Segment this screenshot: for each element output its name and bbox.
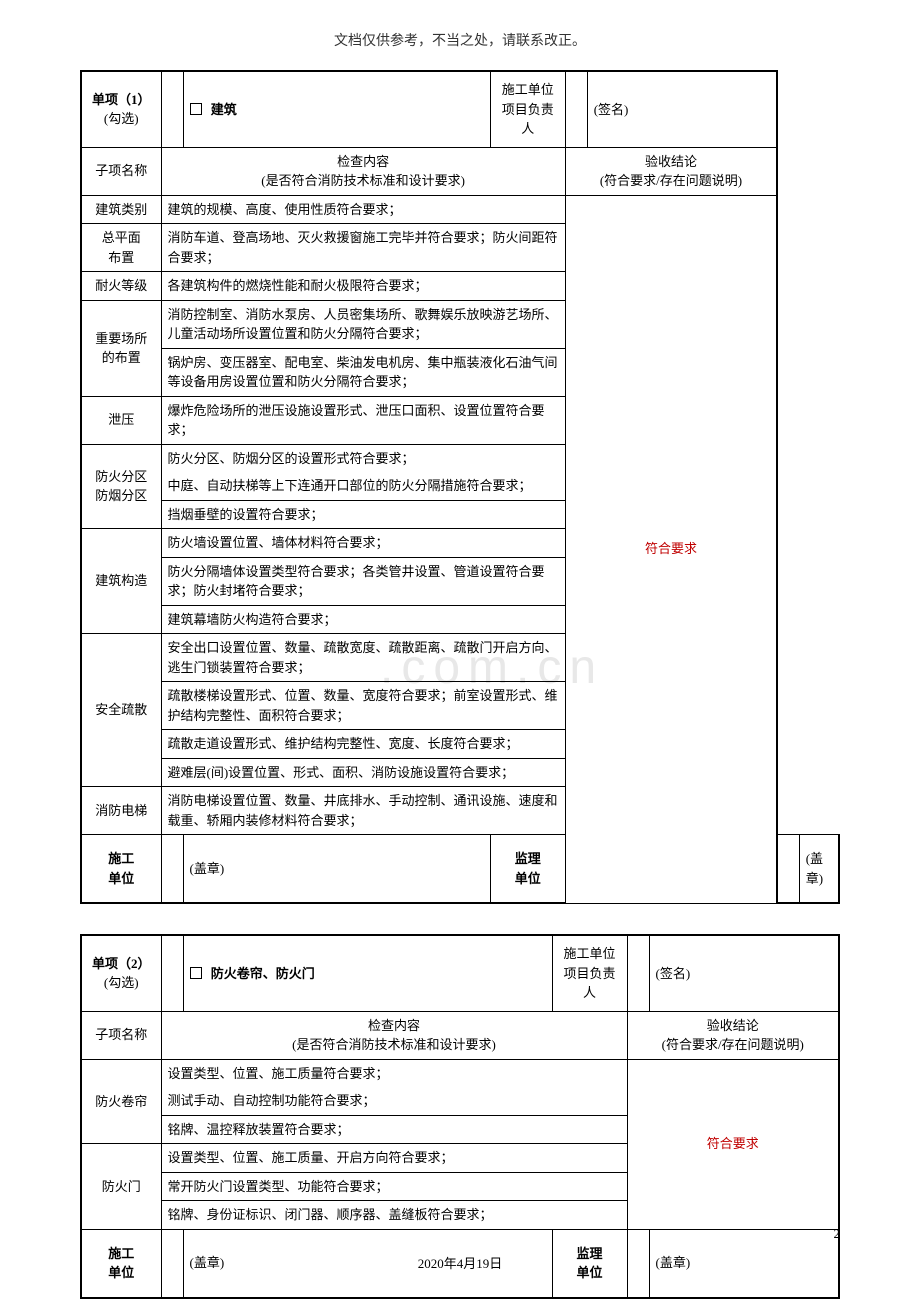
spacer [161,71,183,147]
section2-result: 符合要求 [627,1059,839,1229]
row-fhjl-c1: 设置类型、位置、施工质量符合要求； [161,1059,627,1087]
section1-title-cell[interactable]: 建筑 [183,71,490,147]
row-aqss-c4: 避难层(间)设置位置、形式、面积、消防设施设置符合要求； [161,758,565,787]
section1-index-cell: 单项（1） (勾选) [81,71,161,147]
row-aqss-c3: 疏散走道设置形式、维护结构完整性、宽度、长度符合要求； [161,730,565,759]
supervision-stamp[interactable]: (盖章) [649,1229,839,1298]
row-jzgz-c2: 防火分隔墙体设置类型符合要求；各类管井设置、管道设置符合要求；防火封堵符合要求； [161,557,565,605]
signature-cell[interactable]: (签名) [587,71,777,147]
page-header-note: 文档仅供参考，不当之处，请联系改正。 [0,0,920,70]
row-aqss-c1: 安全出口设置位置、数量、疏散宽度、疏散距离、疏散门开启方向、逃生门锁装置符合要求… [161,634,565,682]
row-fhjl-lbl: 防火卷帘 [81,1059,161,1144]
row-jzgz-c3: 建筑幕墙防火构造符合要求； [161,605,565,634]
construction-stamp[interactable]: (盖章) [183,1229,552,1298]
row-jzgz-c1: 防火墙设置位置、墙体材料符合要求； [161,529,565,558]
row-fhfq-c2: 中庭、自动扶梯等上下连通开口部位的防火分隔措施符合要求； [161,472,565,500]
row-xfdt-lbl: 消防电梯 [81,787,161,835]
supervision-stamp[interactable]: (盖章) [799,835,839,904]
row-zpm-content: 消防车道、登高场地、灭火救援窗施工完毕并符合要求；防火间距符合要求； [161,224,565,272]
section1-result: 符合要求 [565,195,777,903]
spacer [627,935,649,1011]
row-aqss-lbl: 安全疏散 [81,634,161,787]
section2-table: 单项（2） (勾选) 防火卷帘、防火门 施工单位项目负责人 (签名) 子项名称 … [80,934,840,1299]
row-zycs-c2: 锅炉房、变压器室、配电室、柴油发电机房、集中瓶装液化石油气间等设备用房设置位置和… [161,348,565,396]
construction-stamp[interactable]: (盖章) [183,835,490,904]
spacer [777,835,799,904]
signer-unit-pm-lbl: 施工单位项目负责人 [552,935,627,1011]
row-nh-content: 各建筑构件的燃烧性能和耐火极限符合要求； [161,272,565,301]
spacer [627,1229,649,1298]
row-zycs-lbl: 重要场所的布置 [81,300,161,396]
section1-table: 单项（1） (勾选) 建筑 施工单位项目负责人 (签名) 子项名称 检查内容(是… [80,70,840,904]
spacer [161,835,183,904]
row-fhjl-c3: 铭牌、温控释放装置符合要求； [161,1115,627,1144]
row-xy-content: 爆炸危险场所的泄压设施设置形式、泄压口面积、设置位置符合要求； [161,396,565,444]
spacer [161,1229,183,1298]
checkbox-icon[interactable] [190,967,202,979]
row-jzlb-lbl: 建筑类别 [81,195,161,224]
supervision-unit-lbl: 监理单位 [490,835,565,904]
result-hdr: 验收结论(符合要求/存在问题说明) [627,1011,839,1059]
section1-title: 建筑 [211,102,237,117]
construction-unit-lbl: 施工单位 [81,1229,161,1298]
row-zpm-lbl: 总平面布置 [81,224,161,272]
supervision-unit-lbl: 监理单位 [552,1229,627,1298]
row-fhfq-c1: 防火分区、防烟分区的设置形式符合要求； [161,444,565,472]
subitem-hdr: 子项名称 [81,1011,161,1059]
checkbox-icon[interactable] [190,103,202,115]
row-jzgz-lbl: 建筑构造 [81,529,161,634]
section2-title: 防火卷帘、防火门 [211,966,315,981]
row-fhm-c3: 铭牌、身份证标识、闭门器、顺序器、盖缝板符合要求； [161,1201,627,1230]
row-fhm-lbl: 防火门 [81,1144,161,1230]
row-zycs-c1: 消防控制室、消防水泵房、人员密集场所、歌舞娱乐放映游艺场所、儿童活动场所设置位置… [161,300,565,348]
row-fhfq-lbl: 防火分区防烟分区 [81,444,161,529]
row-fhm-c2: 常开防火门设置类型、功能符合要求； [161,1172,627,1201]
row-xfdt-content: 消防电梯设置位置、数量、井底排水、手动控制、通讯设施、速度和载重、轿厢内装修材料… [161,787,565,835]
row-fhfq-c3: 挡烟垂壁的设置符合要求； [161,500,565,529]
check-content-hdr: 检查内容(是否符合消防技术标准和设计要求) [161,1011,627,1059]
signer-unit-pm-lbl: 施工单位项目负责人 [490,71,565,147]
row-fhm-c1: 设置类型、位置、施工质量、开启方向符合要求； [161,1144,627,1173]
spacer [161,935,183,1011]
spacer [565,71,587,147]
row-nh-lbl: 耐火等级 [81,272,161,301]
result-hdr: 验收结论(符合要求/存在问题说明) [565,147,777,195]
row-jzlb-content: 建筑的规模、高度、使用性质符合要求； [161,195,565,224]
row-aqss-c2: 疏散楼梯设置形式、位置、数量、宽度符合要求；前室设置形式、维护结构完整性、面积符… [161,682,565,730]
row-xy-lbl: 泄压 [81,396,161,444]
section2-title-cell[interactable]: 防火卷帘、防火门 [183,935,552,1011]
subitem-hdr: 子项名称 [81,147,161,195]
construction-unit-lbl: 施工单位 [81,835,161,904]
signature-cell[interactable]: (签名) [649,935,839,1011]
row-fhjl-c2: 测试手动、自动控制功能符合要求； [161,1087,627,1115]
section2-index-cell: 单项（2） (勾选) [81,935,161,1011]
check-content-hdr: 检查内容(是否符合消防技术标准和设计要求) [161,147,565,195]
